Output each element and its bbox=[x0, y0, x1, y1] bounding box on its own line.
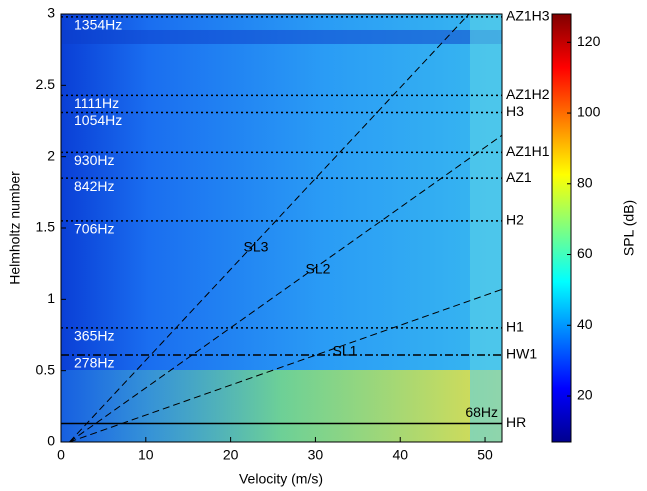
heatmap-band bbox=[61, 370, 502, 442]
frequency-label: 930Hz bbox=[74, 152, 114, 168]
colorbar-label: SPL (dB) bbox=[621, 200, 637, 256]
frequency-label: 1354Hz bbox=[74, 17, 122, 33]
y-tick-label: 3 bbox=[47, 5, 55, 21]
x-tick-label: 50 bbox=[477, 447, 493, 463]
speed-line-label: SL3 bbox=[244, 239, 269, 255]
x-axis-label: Velocity (m/s) bbox=[239, 471, 323, 487]
y-axis-label: Helmholtz number bbox=[7, 171, 23, 285]
reference-label: H2 bbox=[506, 212, 524, 228]
colorbar-tick-label: 40 bbox=[577, 316, 593, 332]
colorbar-tick-label: 120 bbox=[577, 33, 601, 49]
reference-label: AZ1H2 bbox=[506, 86, 550, 102]
x-tick-label: 10 bbox=[138, 447, 154, 463]
frequency-label: 68Hz bbox=[465, 404, 498, 420]
speed-line bbox=[69, 134, 503, 443]
speed-line bbox=[69, 13, 470, 443]
speed-line-label: SL1 bbox=[333, 343, 358, 359]
y-tick-label: 1 bbox=[47, 290, 55, 306]
x-tick-label: 0 bbox=[57, 447, 65, 463]
x-tick-label: 40 bbox=[392, 447, 408, 463]
y-tick-label: 2.5 bbox=[36, 76, 56, 92]
y-tick-label: 0 bbox=[47, 433, 55, 449]
x-tick-label: 30 bbox=[308, 447, 324, 463]
heatmap-band bbox=[470, 14, 502, 442]
reference-label: AZ1H1 bbox=[506, 143, 550, 159]
y-tick-label: 0.5 bbox=[36, 361, 56, 377]
frequency-label: 365Hz bbox=[74, 328, 114, 344]
colorbar-tick-label: 100 bbox=[577, 104, 601, 120]
y-tick-label: 2 bbox=[47, 147, 55, 163]
frequency-label: 278Hz bbox=[74, 355, 114, 371]
x-tick-label: 20 bbox=[223, 447, 239, 463]
frequency-label: 842Hz bbox=[74, 178, 114, 194]
reference-label: H3 bbox=[506, 103, 524, 119]
y-tick-label: 1.5 bbox=[36, 219, 56, 235]
frequency-label: 1054Hz bbox=[74, 112, 122, 128]
heatmap-band bbox=[61, 30, 502, 44]
colorbar bbox=[551, 13, 572, 443]
colorbar-tick-label: 80 bbox=[577, 174, 593, 190]
reference-label: HR bbox=[506, 414, 526, 430]
reference-label: H1 bbox=[506, 319, 524, 335]
reference-label: AZ1H3 bbox=[506, 8, 550, 24]
reference-label: HW1 bbox=[506, 346, 537, 362]
colorbar-tick-label: 60 bbox=[577, 245, 593, 261]
frequency-label: 1111Hz bbox=[74, 95, 119, 111]
colorbar-tick-label: 20 bbox=[577, 387, 593, 403]
reference-label: AZ1 bbox=[506, 169, 532, 185]
frequency-label: 706Hz bbox=[74, 221, 114, 237]
speed-line-label: SL2 bbox=[306, 261, 331, 277]
